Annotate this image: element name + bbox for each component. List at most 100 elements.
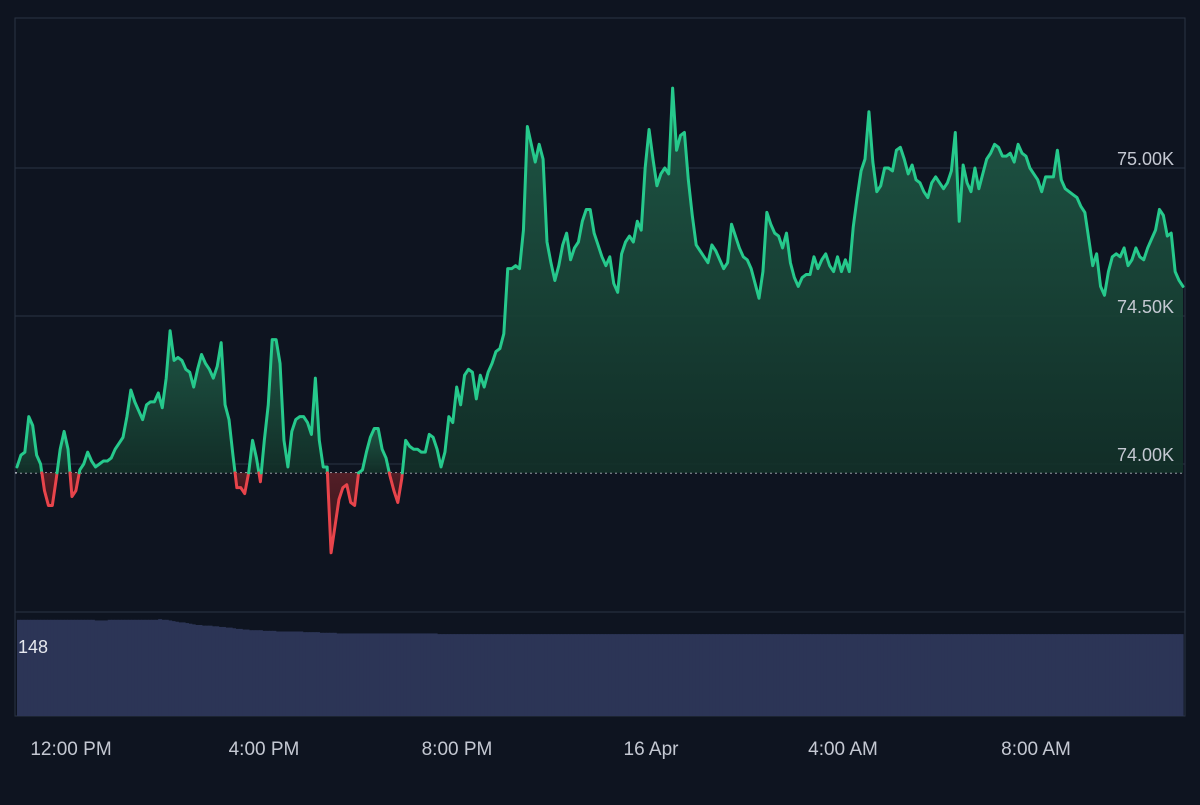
- volume-bar: [608, 634, 613, 716]
- volume-bar: [1142, 634, 1147, 716]
- volume-bar: [769, 634, 774, 716]
- volume-bar: [571, 634, 576, 716]
- volume-bar: [473, 634, 478, 716]
- volume-bar: [601, 634, 606, 716]
- line-down-1: [40, 471, 59, 507]
- volume-bar: [221, 626, 226, 716]
- volume-bar: [1082, 634, 1087, 716]
- volume-bar: [47, 619, 52, 716]
- volume-bar: [749, 634, 754, 716]
- volume-bar: [1055, 634, 1060, 716]
- volume-bar: [154, 619, 159, 716]
- volume-bar: [17, 619, 21, 716]
- volume-bar: [181, 622, 186, 716]
- volume-bar: [1051, 634, 1056, 716]
- volume-bar: [67, 619, 72, 716]
- volume-bar: [984, 634, 989, 716]
- volume-bar: [917, 634, 922, 716]
- volume-bar: [1078, 634, 1083, 716]
- volume-bar: [1156, 634, 1161, 716]
- volume-bar: [1062, 634, 1066, 716]
- volume-bar: [752, 634, 757, 716]
- volume-bar: [534, 634, 539, 716]
- volume-bar: [692, 634, 697, 716]
- volume-bar: [312, 632, 317, 716]
- volume-bar: [218, 626, 223, 716]
- volume-bar: [702, 634, 707, 716]
- volume-bar: [1065, 634, 1070, 716]
- volume-bar: [830, 634, 835, 716]
- volume-bar: [174, 621, 179, 716]
- volume-bar: [205, 625, 210, 716]
- volume-bar: [1045, 634, 1050, 716]
- volume-bar: [813, 634, 818, 716]
- volume-bar: [547, 634, 552, 716]
- volume-bar: [900, 634, 905, 716]
- volume-bar: [994, 634, 999, 716]
- volume-bar: [510, 634, 515, 716]
- volume-bar: [363, 633, 368, 716]
- volume-bar: [453, 634, 458, 716]
- volume-bar: [544, 634, 549, 716]
- volume-bar: [332, 632, 337, 716]
- volume-bar: [467, 634, 472, 716]
- volume-bar: [389, 633, 394, 716]
- volume-bar: [191, 624, 196, 716]
- volume-bar: [309, 632, 314, 716]
- volume-bar: [793, 634, 798, 716]
- line-up-2: [55, 429, 72, 475]
- volume-bar: [131, 619, 136, 716]
- volume-bar: [1139, 634, 1144, 716]
- volume-bar: [1169, 634, 1174, 716]
- volume-bar: [675, 634, 680, 716]
- volume-bar: [1008, 634, 1013, 716]
- volume-bar: [742, 634, 747, 716]
- volume-bar: [628, 634, 633, 716]
- volume-bar: [410, 633, 415, 716]
- volume-bar: [329, 632, 334, 716]
- volume-bar: [225, 627, 230, 716]
- volume-bar: [618, 634, 623, 716]
- volume-bar: [1149, 634, 1154, 716]
- volume-bar: [1038, 634, 1043, 716]
- volume-bar: [635, 634, 640, 716]
- volume-bar: [857, 634, 862, 716]
- volume-bar: [944, 634, 949, 716]
- volume-bar: [426, 633, 431, 716]
- volume-bar: [561, 634, 566, 716]
- volume-bar: [144, 619, 149, 716]
- volume-bar: [722, 634, 727, 716]
- volume-bar: [90, 619, 95, 716]
- volume-bar: [339, 633, 344, 716]
- volume-bar: [537, 634, 542, 716]
- volume-bar: [443, 634, 448, 716]
- volume-bar: [705, 634, 710, 716]
- volume-bar: [625, 634, 630, 716]
- volume-bar: [1146, 634, 1150, 716]
- volume-bar: [648, 634, 653, 716]
- volume-bar: [490, 634, 495, 716]
- volume-bar: [137, 619, 142, 716]
- volume-bar: [457, 634, 462, 716]
- volume-bar: [198, 625, 203, 716]
- volume-bar: [255, 630, 260, 716]
- volume-bar: [655, 634, 660, 716]
- volume-bar: [94, 620, 99, 716]
- volume-bar: [416, 633, 421, 716]
- line-up-0: [15, 415, 44, 475]
- volume-bar: [430, 633, 435, 716]
- volume-bar: [1112, 634, 1117, 716]
- volume-bar: [437, 634, 441, 716]
- volume-bar: [846, 634, 851, 716]
- volume-bar: [531, 634, 536, 716]
- volume-bar: [776, 634, 781, 716]
- volume-bar: [97, 620, 102, 716]
- volume-bar: [111, 619, 116, 716]
- volume-bar: [954, 634, 959, 716]
- volume-bar: [20, 619, 25, 716]
- volume-bar: [726, 634, 730, 716]
- area-down-9: [327, 472, 359, 553]
- volume-bar: [910, 634, 915, 716]
